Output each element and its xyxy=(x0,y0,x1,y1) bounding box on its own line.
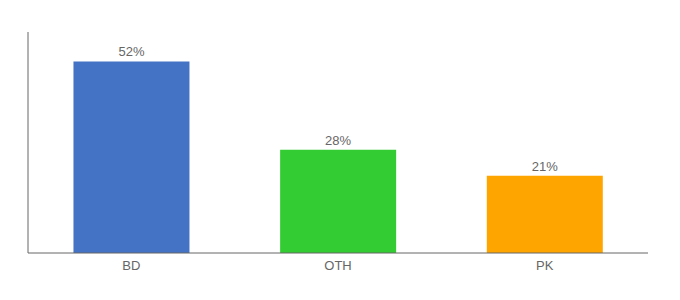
svg-text:21%: 21% xyxy=(532,159,558,174)
svg-text:28%: 28% xyxy=(325,133,351,148)
svg-text:BD: BD xyxy=(122,258,140,273)
svg-text:PK: PK xyxy=(536,258,554,273)
svg-text:OTH: OTH xyxy=(324,258,351,273)
svg-text:52%: 52% xyxy=(118,44,144,59)
